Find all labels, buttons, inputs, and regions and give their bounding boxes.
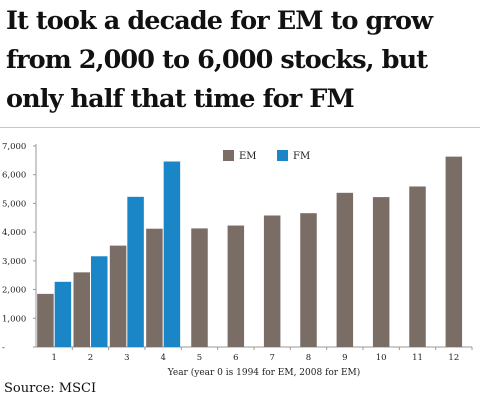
y-tick-label: 3,000 <box>2 257 26 267</box>
legend-swatch-em <box>223 150 234 161</box>
y-tick-label: 4,000 <box>2 228 26 238</box>
x-axis-label: Year (year 0 is 1994 for EM, 2008 for EM… <box>167 367 361 378</box>
bars <box>37 156 463 347</box>
y-tick-label: 6,000 <box>2 171 26 181</box>
bar-em-3 <box>109 245 127 347</box>
y-tick-label: 7,000 <box>2 142 26 152</box>
bar-fm-3 <box>127 196 144 347</box>
bar-em-4 <box>146 228 163 347</box>
title-divider <box>0 127 480 128</box>
bar-em-6 <box>227 225 245 347</box>
x-tick-label: 5 <box>197 353 202 363</box>
legend-label-em: EM <box>239 151 257 162</box>
x-tick-label: 8 <box>306 353 311 363</box>
x-tick-label: 2 <box>88 353 93 363</box>
x-axis: 1 2 3 4 5 6 7 8 9 10 11 12 <box>36 346 473 363</box>
x-tick-label: 1 <box>51 353 56 363</box>
x-tick-label: 4 <box>160 353 165 363</box>
legend-swatch-fm <box>277 150 288 161</box>
source-note: Source: MSCI <box>4 381 97 396</box>
bar-em-12 <box>445 156 463 347</box>
bar-fm-2 <box>91 256 108 347</box>
bar-em-9 <box>336 192 354 347</box>
legend: EM FM <box>223 150 310 162</box>
x-tick-label: 3 <box>124 353 129 363</box>
bar-em-10 <box>372 197 390 347</box>
x-tick-label: 6 <box>233 353 238 363</box>
legend-label-fm: FM <box>293 151 310 162</box>
bar-em-1 <box>37 293 54 347</box>
bar-em-5 <box>191 228 208 347</box>
y-tick-label: - <box>2 343 5 353</box>
y-tick-label: 2,000 <box>2 286 26 296</box>
bar-em-7 <box>263 215 281 347</box>
x-tick-label: 12 <box>448 353 459 363</box>
bar-fm-4 <box>163 161 181 347</box>
x-tick-label: 7 <box>269 353 274 363</box>
x-tick-label: 11 <box>412 353 423 363</box>
x-tick-label: 10 <box>376 353 387 363</box>
bar-fm-1 <box>54 281 72 347</box>
bar-em-2 <box>73 272 90 347</box>
chart-title: It took a decade for EM to grow from 2,0… <box>6 6 433 114</box>
bar-em-11 <box>409 186 426 347</box>
y-tick-label: 5,000 <box>2 199 26 209</box>
x-tick-label: 9 <box>342 353 347 363</box>
bar-em-8 <box>300 213 317 347</box>
y-axis: - 1,000 2,000 3,000 4,000 5,000 6,000 7,000 <box>2 142 37 353</box>
y-tick-label: 1,000 <box>2 314 26 324</box>
